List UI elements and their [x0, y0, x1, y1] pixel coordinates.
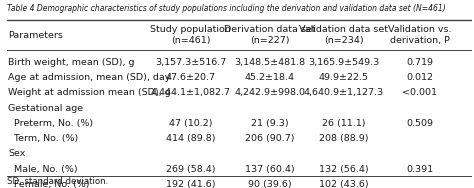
- Text: Study population
(n=461): Study population (n=461): [150, 25, 231, 45]
- Text: 132 (56.4): 132 (56.4): [319, 165, 369, 174]
- Text: 4,444.1±1,082.7: 4,444.1±1,082.7: [151, 88, 230, 97]
- Text: Gestational age: Gestational age: [8, 104, 83, 113]
- Text: 21 (9.3): 21 (9.3): [251, 119, 288, 128]
- Text: Derivation data set
(n=227): Derivation data set (n=227): [224, 25, 315, 45]
- Text: 206 (90.7): 206 (90.7): [245, 134, 294, 143]
- Text: Female, No. (%): Female, No. (%): [8, 180, 90, 188]
- Text: 3,157.3±516.7: 3,157.3±516.7: [155, 58, 226, 67]
- Text: Validation data set
(n=234): Validation data set (n=234): [300, 25, 388, 45]
- Text: 0.719: 0.719: [406, 58, 433, 67]
- Text: Weight at admission mean (SD), g: Weight at admission mean (SD), g: [8, 88, 171, 97]
- Text: 3,148.5±481.8: 3,148.5±481.8: [234, 58, 305, 67]
- Text: Male, No. (%): Male, No. (%): [8, 165, 78, 174]
- Text: <0.001: <0.001: [402, 88, 437, 97]
- Text: Table 4 Demographic characteristics of study populations including the derivatio: Table 4 Demographic characteristics of s…: [7, 4, 446, 13]
- Text: 208 (88.9): 208 (88.9): [319, 134, 369, 143]
- Text: 102 (43.6): 102 (43.6): [319, 180, 369, 188]
- Text: 192 (41.6): 192 (41.6): [166, 180, 215, 188]
- Text: 137 (60.4): 137 (60.4): [245, 165, 294, 174]
- Text: 0.391: 0.391: [406, 165, 433, 174]
- Text: 47.6±20.7: 47.6±20.7: [165, 73, 216, 82]
- Text: 45.2±18.4: 45.2±18.4: [245, 73, 294, 82]
- Text: 414 (89.8): 414 (89.8): [166, 134, 215, 143]
- Text: SD, standard deviation.: SD, standard deviation.: [7, 177, 109, 186]
- Text: Preterm, No. (%): Preterm, No. (%): [8, 119, 93, 128]
- Text: 26 (11.1): 26 (11.1): [322, 119, 365, 128]
- Text: 49.9±22.5: 49.9±22.5: [319, 73, 369, 82]
- Text: Term, No. (%): Term, No. (%): [8, 134, 78, 143]
- Text: Age at admission, mean (SD), day: Age at admission, mean (SD), day: [8, 73, 171, 82]
- Text: Sex: Sex: [8, 149, 26, 158]
- Text: 4,640.9±1,127.3: 4,640.9±1,127.3: [304, 88, 384, 97]
- Text: Validation vs.
derivation, P: Validation vs. derivation, P: [388, 25, 451, 45]
- Text: Parameters: Parameters: [8, 31, 63, 40]
- Text: 3,165.9±549.3: 3,165.9±549.3: [308, 58, 380, 67]
- Text: 0.509: 0.509: [406, 119, 433, 128]
- Text: Birth weight, mean (SD), g: Birth weight, mean (SD), g: [8, 58, 135, 67]
- Text: 4,242.9±998.0: 4,242.9±998.0: [234, 88, 305, 97]
- Text: 47 (10.2): 47 (10.2): [169, 119, 212, 128]
- Text: 0.012: 0.012: [406, 73, 433, 82]
- Text: 90 (39.6): 90 (39.6): [248, 180, 292, 188]
- Text: 269 (58.4): 269 (58.4): [166, 165, 215, 174]
